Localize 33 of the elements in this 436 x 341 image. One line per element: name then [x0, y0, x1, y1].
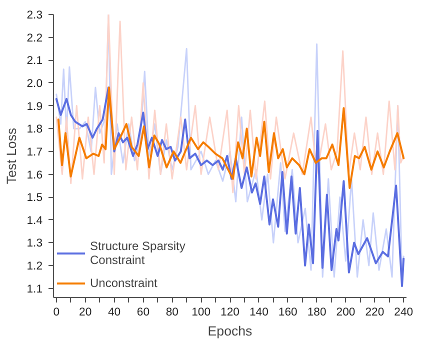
y-tick-label: 1.3: [26, 238, 42, 250]
line-series: [56, 14, 404, 194]
x-axis-title: Epochs: [208, 324, 253, 338]
x-tick-label: 220: [365, 306, 384, 318]
x-tick-label: 0: [53, 306, 60, 318]
y-tick-label: 2.2: [26, 32, 42, 44]
x-tick-label: 100: [192, 306, 211, 318]
line-series: [55, 86, 405, 288]
y-tick-label: 1.4: [26, 214, 42, 227]
x-tick-label: 160: [278, 306, 298, 318]
y-tick-label: 2.0: [26, 78, 42, 90]
y-tick-label: 1.2: [26, 260, 42, 273]
legend-label: Structure Sparsity Constraint: [90, 239, 186, 267]
y-tick-label: 1.8: [26, 124, 42, 136]
line-series: [57, 86, 405, 189]
x-tick-label: 40: [108, 306, 121, 318]
x-tick-label: 180: [307, 306, 326, 318]
x-tick-label: 120: [220, 306, 240, 318]
y-tick-label: 1.9: [26, 100, 42, 113]
x-tick-label: 240: [394, 306, 414, 318]
x-tick-label: 80: [166, 306, 178, 318]
y-tick-label: 2.3: [26, 10, 42, 22]
y-tick-label: 2.1: [26, 55, 42, 68]
y-tick-label: 1.6: [26, 169, 42, 182]
y-axis-title: Test Loss: [4, 128, 19, 184]
x-tick-label: 20: [79, 306, 92, 318]
x-tick-label: 60: [136, 306, 150, 318]
y-tick-label: 1.5: [26, 192, 42, 204]
x-tick-label: 140: [249, 306, 268, 318]
y-tick-label: 1.1: [26, 283, 42, 296]
legend-label: Unconstraint: [90, 276, 158, 290]
y-tick-label: 1.7: [26, 146, 42, 158]
x-tick-label: 200: [336, 306, 356, 318]
